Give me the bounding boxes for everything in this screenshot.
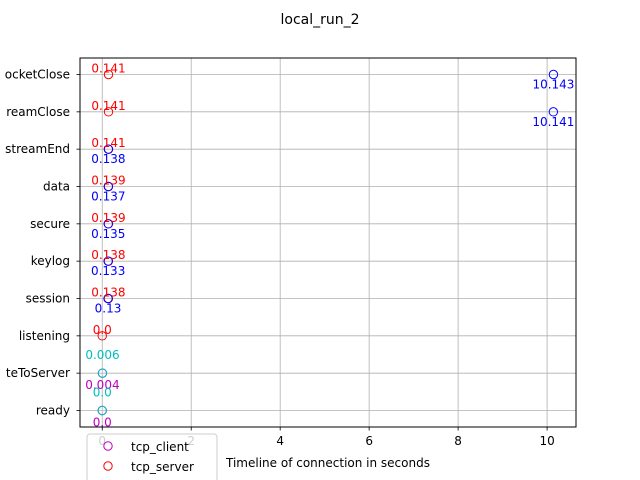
x-tick-label: 10 [539, 434, 554, 448]
legend-label-tcp-client: tcp_client [131, 440, 189, 454]
data-label: 0.138 [91, 248, 125, 262]
data-label: 0.0 [93, 386, 112, 400]
data-label: 0.139 [91, 174, 125, 188]
y-axis-ticks: ready teToServer listening session keylog sec… [5, 68, 80, 418]
data-label: 0.137 [91, 190, 125, 204]
y-tick-label: session [26, 292, 70, 306]
y-tick-label: teToServer [6, 366, 70, 380]
data-point [103, 144, 114, 154]
data-label: 0.004 [85, 378, 119, 392]
data-label: 0.0 [93, 416, 112, 430]
y-tick-label: ready [36, 404, 70, 418]
y-tick-label: streamEnd [5, 142, 70, 156]
data-label: 0.141 [91, 136, 125, 150]
y-tick-label: ocketClose [5, 68, 70, 82]
plot-frame [79, 57, 577, 428]
y-tick-label: data [43, 180, 70, 194]
legend-marker-tcp-client [103, 441, 113, 451]
y-tick-label: keylog [31, 254, 70, 268]
x-tick-label: 4 [276, 434, 284, 448]
data-point [103, 293, 113, 304]
y-tick-label: secure [30, 217, 70, 231]
data-point [548, 69, 559, 80]
data-point [97, 405, 107, 416]
legend-box [86, 433, 218, 480]
data-label: 0.138 [91, 286, 125, 300]
chart-title: local_run_2 [280, 12, 359, 28]
data-label: 10.141 [532, 115, 574, 129]
grid-lines [80, 58, 576, 427]
x-tick-label: 6 [365, 434, 373, 448]
data-point [103, 181, 114, 192]
data-label: 0.138 [91, 152, 125, 166]
data-label: 0.141 [91, 62, 125, 76]
legend-label-tcp-server: tcp_server [131, 460, 194, 474]
y-tick-label: reamClose [6, 105, 70, 119]
data-point [103, 69, 114, 80]
data-point [103, 219, 113, 229]
data-label: 0.0 [93, 323, 112, 337]
x-axis-label: Timeline of connection in seconds [225, 456, 430, 470]
data-point [97, 368, 108, 378]
data-label: 0.13 [95, 302, 122, 316]
data-label: 0.133 [91, 264, 125, 278]
legend-marker-tcp-server [103, 461, 113, 471]
data-point [548, 107, 559, 117]
data-point [103, 256, 113, 266]
y-tick-label: listening [19, 329, 70, 343]
data-label: 0.141 [91, 99, 125, 113]
data-label: 0.006 [85, 348, 119, 362]
x-tick-label: 8 [454, 434, 462, 448]
data-points [97, 69, 559, 416]
data-point [103, 107, 114, 117]
legend: tcp_client tcp_server [86, 433, 218, 480]
data-label: 10.143 [532, 78, 574, 92]
data-label: 0.135 [91, 227, 125, 241]
data-point [97, 331, 107, 341]
data-labels: 0.00.0040.00.1380.1380.1390.1390.1410.14… [85, 62, 574, 430]
data-label: 0.139 [91, 211, 125, 225]
